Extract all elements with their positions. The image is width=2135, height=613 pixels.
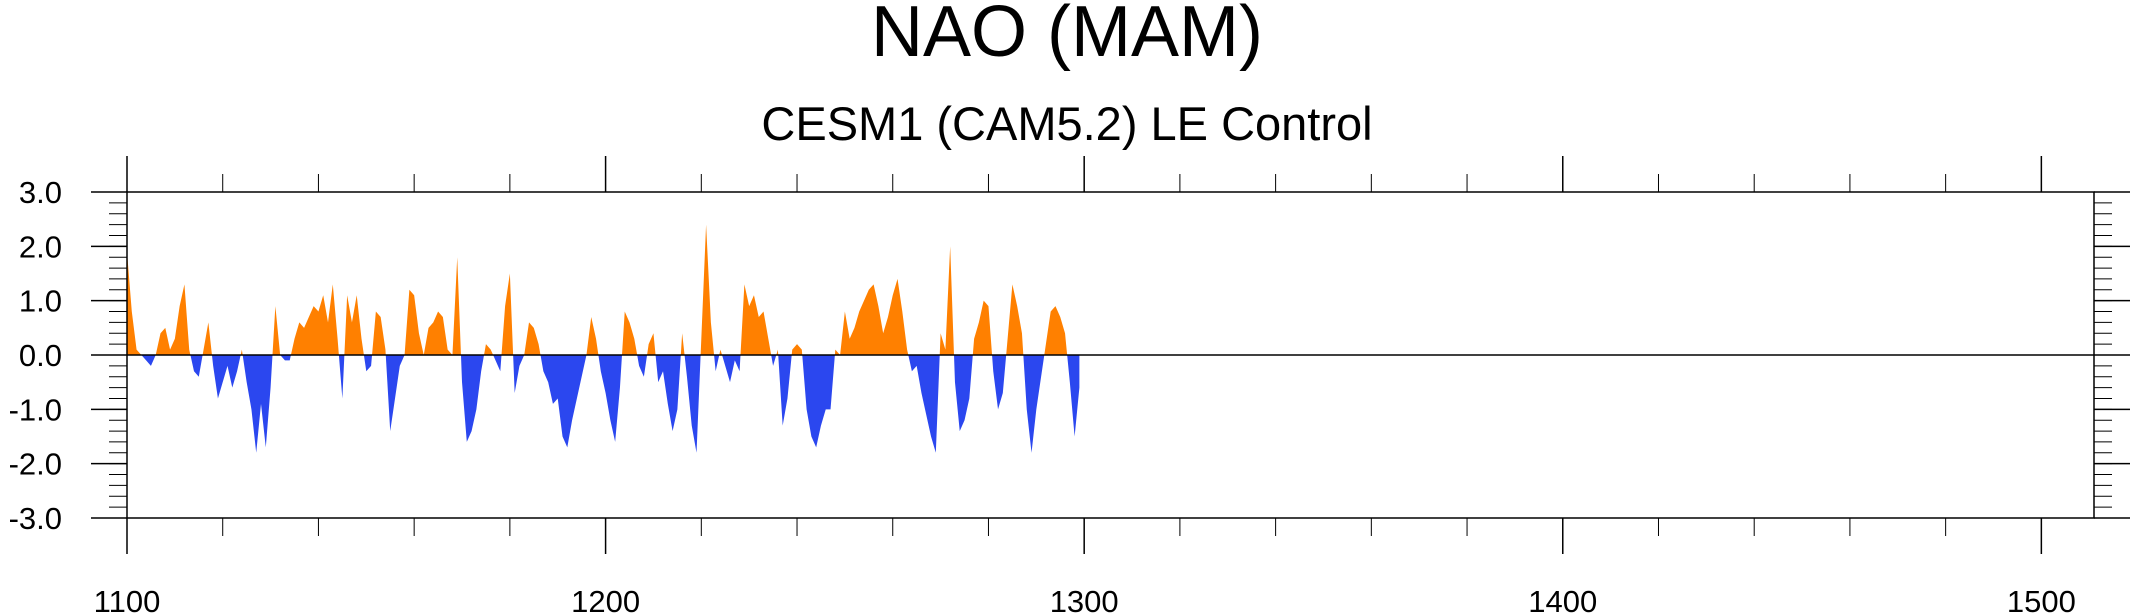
y-tick-label: 0.0 (19, 338, 62, 373)
x-tick-label: 1400 (1528, 584, 1597, 613)
x-tick-label: 1300 (1050, 584, 1119, 613)
series-layer (127, 224, 1080, 453)
chart-subtitle: CESM1 (CAM5.2) LE Control (761, 97, 1372, 150)
chart-title: NAO (MAM) (871, 0, 1263, 72)
axis-layer: 3.0 2.0 1.0 0.0 -1.0 -2.0 -3.0 1100 1200 1300 1400… (9, 156, 2130, 613)
x-tick-label: 1100 (94, 584, 161, 613)
positive-area (127, 224, 1080, 355)
x-tick-label: 1200 (571, 584, 640, 613)
y-tick-label: -3.0 (9, 501, 62, 536)
y-tick-label: 3.0 (19, 175, 62, 210)
y-tick-label: -2.0 (9, 447, 62, 482)
x-tick-label: 1500 (2007, 584, 2076, 613)
y-tick-label: 2.0 (19, 229, 62, 264)
negative-area (127, 355, 1080, 453)
y-tick-label: 1.0 (19, 284, 62, 319)
y-tick-label: -1.0 (9, 392, 62, 427)
